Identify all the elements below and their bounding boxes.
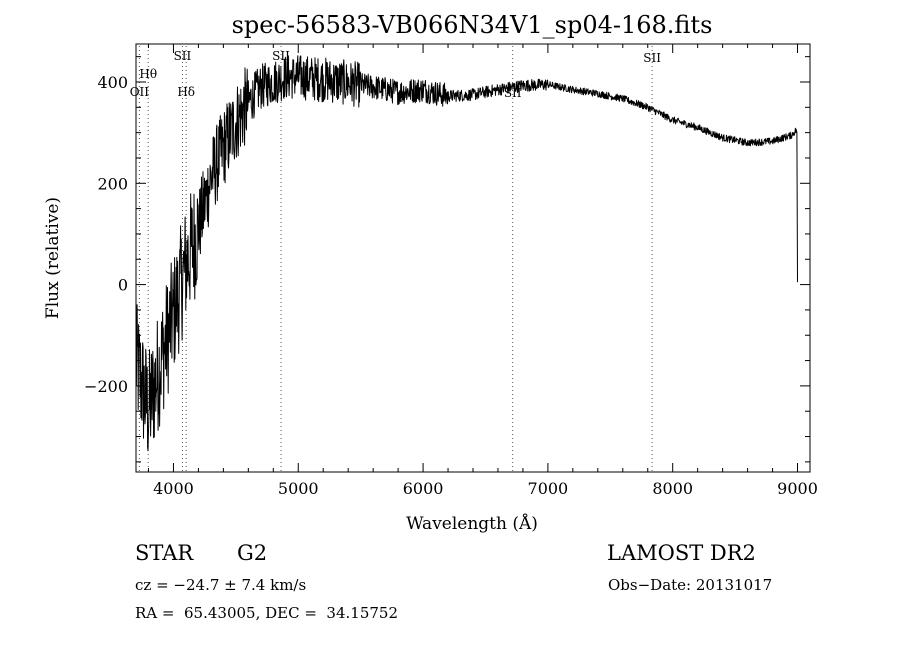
survey-name: LAMOST DR2 xyxy=(607,541,756,565)
x-tick-label: 5000 xyxy=(278,479,319,498)
y-axis-label: Flux (relative) xyxy=(43,197,63,319)
spectrum-line xyxy=(135,55,798,452)
x-tick-label: 8000 xyxy=(652,479,693,498)
chart-title: spec-56583-VB066N34V1_sp04-168.fits xyxy=(232,11,713,39)
x-tick-label: 7000 xyxy=(528,479,569,498)
line-marker-label: SII xyxy=(174,49,192,63)
line-marker-label: Hδ xyxy=(177,85,195,99)
y-tick-label: 400 xyxy=(97,73,128,92)
y-tick-label: 200 xyxy=(97,174,128,193)
coordinates: RA = 65.43005, DEC = 34.15752 xyxy=(135,604,399,622)
object-subclass: G2 xyxy=(237,541,268,565)
axis-ticks: 4000 5000 6000 7000 8000 9000 −200 0 200 400 xyxy=(84,44,818,498)
x-axis-label: Wavelength (Å) xyxy=(406,513,538,534)
spectrum-series xyxy=(135,55,798,452)
line-marker-label: Hθ xyxy=(139,67,157,81)
object-class: STAR xyxy=(135,541,194,565)
x-tick-label: 4000 xyxy=(153,479,194,498)
line-marker-label: SII xyxy=(643,51,661,65)
x-tick-label: 6000 xyxy=(403,479,444,498)
observation-date: Obs−Date: 20131017 xyxy=(608,576,773,594)
redshift-velocity: cz = −24.7 ± 7.4 km/s xyxy=(135,576,307,594)
y-tick-label: −200 xyxy=(84,377,128,396)
line-marker-label: OII xyxy=(130,85,150,99)
y-tick-label: 0 xyxy=(118,276,128,295)
x-tick-label: 9000 xyxy=(777,479,818,498)
